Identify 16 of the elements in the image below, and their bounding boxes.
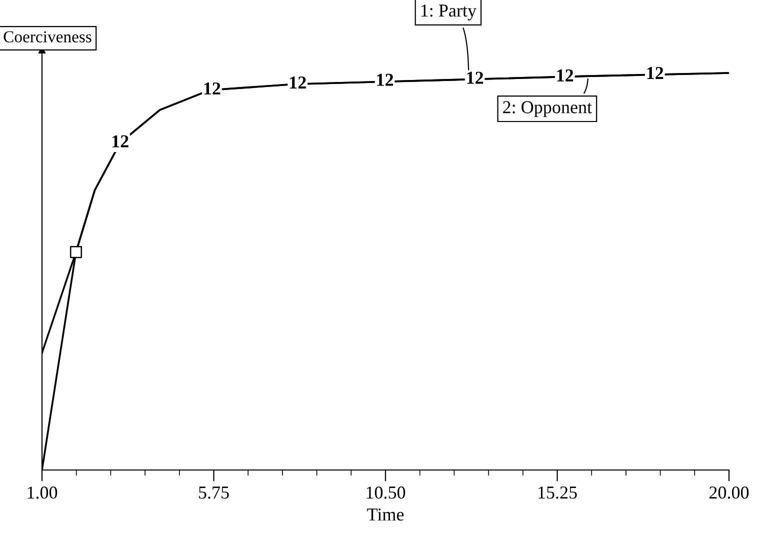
x-tick-label: 15.25 bbox=[538, 486, 577, 499]
legend-label: 2: Opponent bbox=[503, 101, 592, 117]
annotation: 12 bbox=[204, 82, 220, 94]
annotation: 12 bbox=[557, 69, 574, 82]
x-axis-title: Time bbox=[367, 508, 404, 521]
annotation: 12 bbox=[377, 74, 394, 86]
annotation: 12 bbox=[647, 67, 664, 79]
y-axis-title: Coerciveness bbox=[4, 31, 92, 42]
x-tick-label: 1.00 bbox=[28, 486, 58, 499]
text: 1: Party bbox=[421, 4, 476, 20]
annotation: 12 bbox=[112, 135, 128, 148]
annotation: 12 bbox=[467, 72, 484, 84]
x-tick-label: 5.75 bbox=[199, 486, 229, 499]
x-tick-label: 10.50 bbox=[366, 486, 406, 499]
x-tick-label: 20.00 bbox=[709, 486, 749, 499]
annotation: 12 bbox=[290, 76, 306, 88]
